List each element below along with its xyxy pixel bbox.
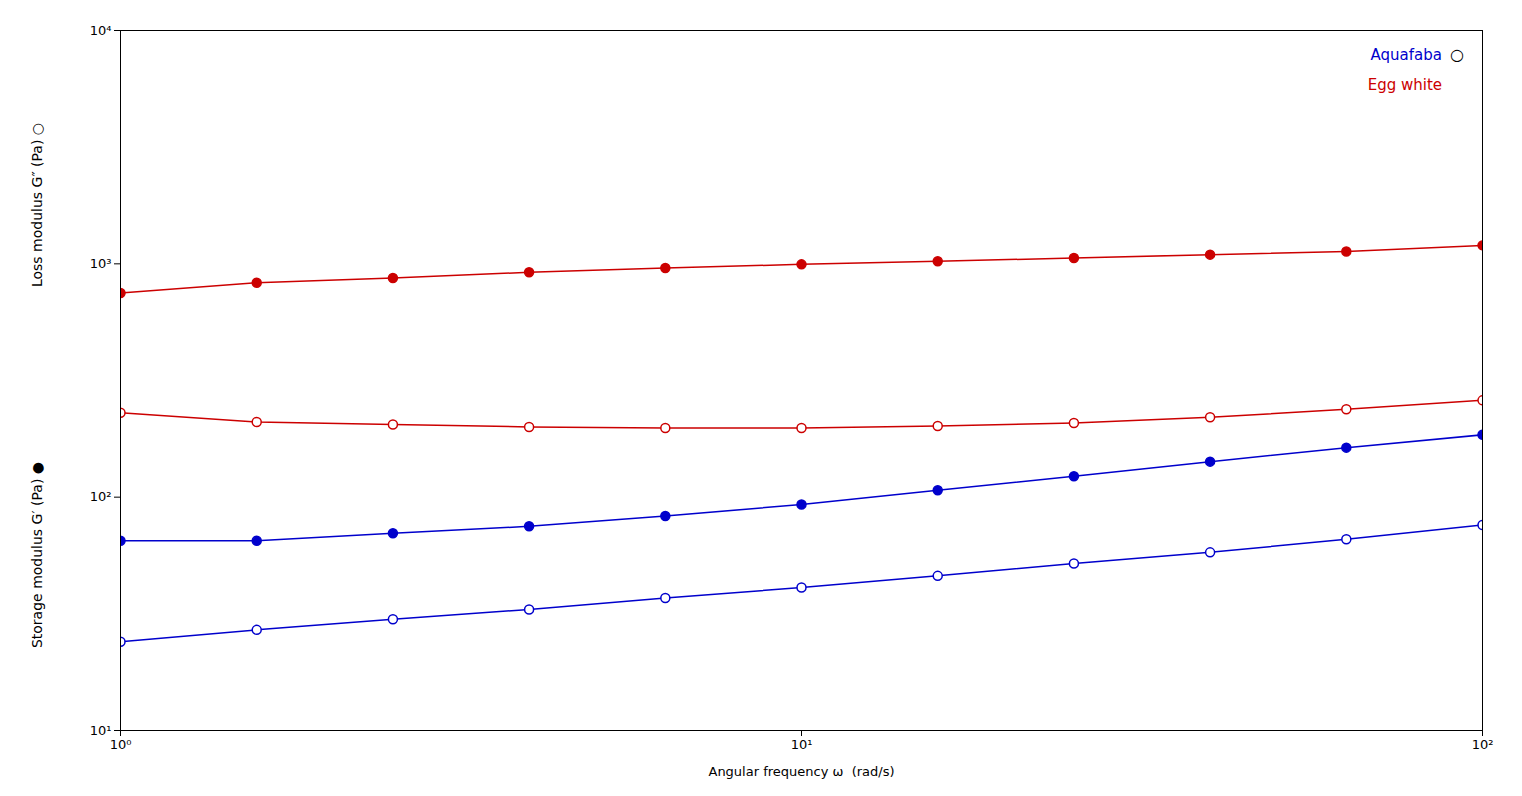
svg-text:Aquafaba: Aquafaba — [1371, 46, 1442, 64]
svg-text:○: ○ — [1450, 45, 1464, 64]
svg-text:10²: 10² — [1472, 737, 1494, 752]
svg-text:10²: 10² — [90, 489, 112, 504]
svg-text:Storage modulus G′ (Pa) ●: Storage modulus G′ (Pa) ● — [29, 462, 45, 648]
svg-text:10¹: 10¹ — [791, 737, 813, 752]
svg-text:Loss modulus G″ (Pa) ○: Loss modulus G″ (Pa) ○ — [29, 123, 45, 287]
svg-text:Angular frequency ω (rad/s): Angular frequency ω (rad/s) — [708, 764, 894, 779]
svg-text:10³: 10³ — [90, 256, 112, 271]
svg-text:Egg white: Egg white — [1368, 76, 1442, 94]
svg-text:10¹: 10¹ — [90, 723, 112, 738]
svg-text:10⁰: 10⁰ — [110, 737, 132, 752]
svg-text:10⁴: 10⁴ — [90, 23, 112, 38]
